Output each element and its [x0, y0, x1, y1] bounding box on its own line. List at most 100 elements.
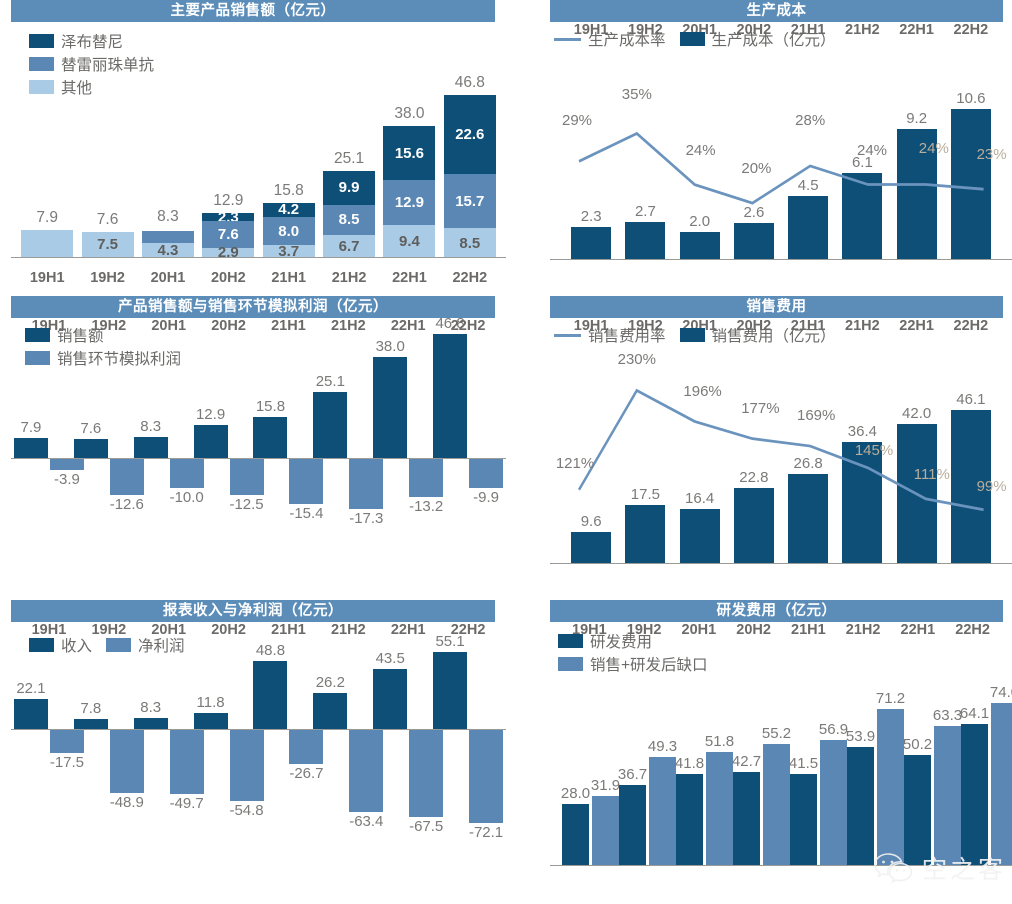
legend-item: 替雷丽珠单抗	[29, 53, 154, 75]
line-value-label: 111%	[913, 466, 950, 484]
segment-value: 8.5	[459, 234, 481, 252]
bar-value-label: 63.3	[932, 707, 963, 725]
line-value-label: 24%	[856, 142, 888, 159]
bar-slot: 11.8 -54.8	[193, 622, 264, 868]
bar-value-label: 42.7	[731, 752, 762, 770]
positive-value-label: 26.2	[315, 673, 345, 691]
legend-selling-expense: 销售费用率 销售费用（亿元）	[554, 324, 836, 347]
line-value-label: 177%	[741, 400, 780, 418]
bar-slot: 64.1 74.0	[959, 678, 1012, 866]
bar-slot: 8.3 -10.0	[133, 318, 204, 564]
negative-value-label: -10.0	[169, 488, 204, 506]
segment-value: 9.4	[399, 233, 420, 251]
x-axis-label: 20H2	[211, 622, 246, 638]
legend-production-cost: 生产成本率 生产成本（亿元）	[554, 28, 836, 51]
chart-production-cost: 生产成本率 生产成本（亿元） 2.3 2.7 2.0 2.6 4.5 6.1 9.2 10.6…	[550, 22, 1012, 296]
panel-rd-expense: 研发费用（亿元） 研发费用 销售+研发后缺口 28.0 31.9 36.7 49.3 4…	[506, 600, 1012, 904]
line-value-label: 20%	[741, 160, 772, 177]
x-axis-label: 21H2	[330, 318, 366, 334]
positive-value-label: 7.6	[80, 419, 102, 437]
negative-value-label: -12.5	[229, 496, 264, 514]
line-value-label: 99%	[976, 477, 1007, 495]
bar	[571, 531, 612, 564]
x-axis-label: 20H1	[151, 318, 187, 334]
legend-rd-expense: 研发费用 销售+研发后缺口	[558, 630, 708, 676]
negative-value-label: -17.5	[49, 753, 85, 771]
bar	[571, 227, 612, 260]
bar-value-label: 2.7	[634, 202, 656, 220]
panel-title-rd-expense: 研发费用（亿元）	[550, 600, 1003, 622]
bar-value-label: 9.6	[580, 512, 602, 530]
legend-line-icon	[554, 37, 581, 41]
chart-selling-expense: 销售费用率 销售费用（亿元） 9.6 17.5 16.4 22.8 26.8 36.4 42…	[550, 318, 1012, 600]
x-axis-label: 19H2	[626, 622, 662, 638]
watermark: 空之客	[872, 850, 1006, 886]
x-axis-label: 20H2	[210, 270, 246, 286]
bar-slot: 15.6 12.9 9.4 38.0	[379, 80, 439, 258]
x-axis-label: 20H1	[681, 622, 717, 638]
legend-label: 销售+研发后缺口	[590, 657, 708, 674]
x-axis-label: 21H2	[331, 270, 367, 286]
segment-value: 15.6	[394, 144, 425, 162]
bar-gap: 63.3	[933, 707, 962, 866]
x-axis-label: 19H1	[573, 22, 609, 38]
bar-segment: 15.7	[443, 173, 496, 229]
bar-slot: 25.1 -17.3	[313, 318, 383, 564]
x-axis-label: 22H1	[899, 22, 934, 38]
x-axis-label: 22H2	[953, 22, 989, 38]
positive-value-label: 12.9	[195, 405, 226, 423]
bar-pair: 50.2 63.3	[903, 707, 962, 866]
legend-item: 销售环节模拟利润	[25, 347, 181, 369]
legend-product-sales: 泽布替尼 替雷丽珠单抗 其他	[29, 30, 154, 99]
positive-value-label: 43.5	[375, 649, 405, 667]
bar-slot: 41.5 56.9	[788, 678, 848, 866]
positive-bar	[73, 718, 108, 730]
x-axis-label: 21H2	[845, 622, 881, 638]
bar-value-label: 64.1	[959, 705, 990, 723]
x-axis-label: 22H2	[450, 318, 486, 334]
segment-value: 8.0	[278, 222, 300, 240]
x-axis-labels: 19H1 19H2 20H1 20H2 21H1 21H2 22H1 22H2	[550, 622, 1012, 638]
stacked-bar: 2.3 7.6 2.9 12.9	[202, 192, 255, 261]
bar-gap: 49.3	[648, 738, 677, 866]
x-axis-label: 22H1	[900, 622, 936, 638]
bar-value-label: 41.8	[674, 754, 705, 772]
bar-slot: 22.1 -17.5	[13, 622, 84, 868]
zero-axis-line	[11, 458, 506, 459]
positive-bar	[433, 652, 468, 730]
legend-item: 其他	[29, 76, 154, 98]
legend-label: 生产成本（亿元）	[711, 32, 836, 49]
positive-bar	[13, 437, 48, 459]
stacked-bar: 7.9	[21, 209, 74, 258]
positive-value-label: 22.1	[16, 679, 46, 697]
bar-pair: 36.7 49.3	[618, 738, 677, 866]
positive-bar	[193, 424, 228, 459]
bar-slot: 15.8 -15.4	[253, 318, 324, 564]
bar-segment	[21, 230, 74, 258]
bar	[625, 221, 666, 260]
legend-label: 泽布替尼	[61, 34, 124, 51]
segment-value: 8.5	[338, 211, 360, 229]
bar-slot: 22.6 15.7 8.5 46.8	[440, 74, 500, 258]
bar-slot: 26.2 -63.4	[313, 622, 383, 868]
bars-container: 7.90.17.57.64.38.32.37.62.912.94.28.03.7…	[11, 74, 506, 261]
bar-slot: 7.8 -48.9	[73, 622, 144, 868]
line-value-label: 24%	[918, 140, 949, 157]
bar-rd: 50.2	[903, 736, 932, 866]
negative-bar	[469, 459, 504, 488]
legend-revenue-net-profit: 收入 净利润	[29, 634, 185, 657]
legend-swatch-icon	[29, 638, 54, 652]
positive-value-label: 55.1	[435, 633, 465, 651]
bar-slot: 8.3 -49.7	[133, 622, 204, 868]
bar-slot: 12.9 -12.5	[193, 318, 264, 564]
bar-rd: 36.7	[618, 766, 647, 866]
line-value-label: 28%	[795, 112, 826, 129]
bar-slot: 2.3	[564, 62, 618, 260]
bar-value-label: 41.5	[788, 755, 819, 773]
positive-bar	[193, 713, 228, 730]
bar-gap: 71.2	[876, 690, 905, 866]
stacked-bar: 22.6 15.7 8.5 46.8	[443, 74, 496, 258]
legend-item: 销售费用率 销售费用（亿元）	[554, 324, 836, 346]
x-axis-line	[550, 563, 1012, 564]
x-axis-label: 19H2	[628, 318, 663, 334]
